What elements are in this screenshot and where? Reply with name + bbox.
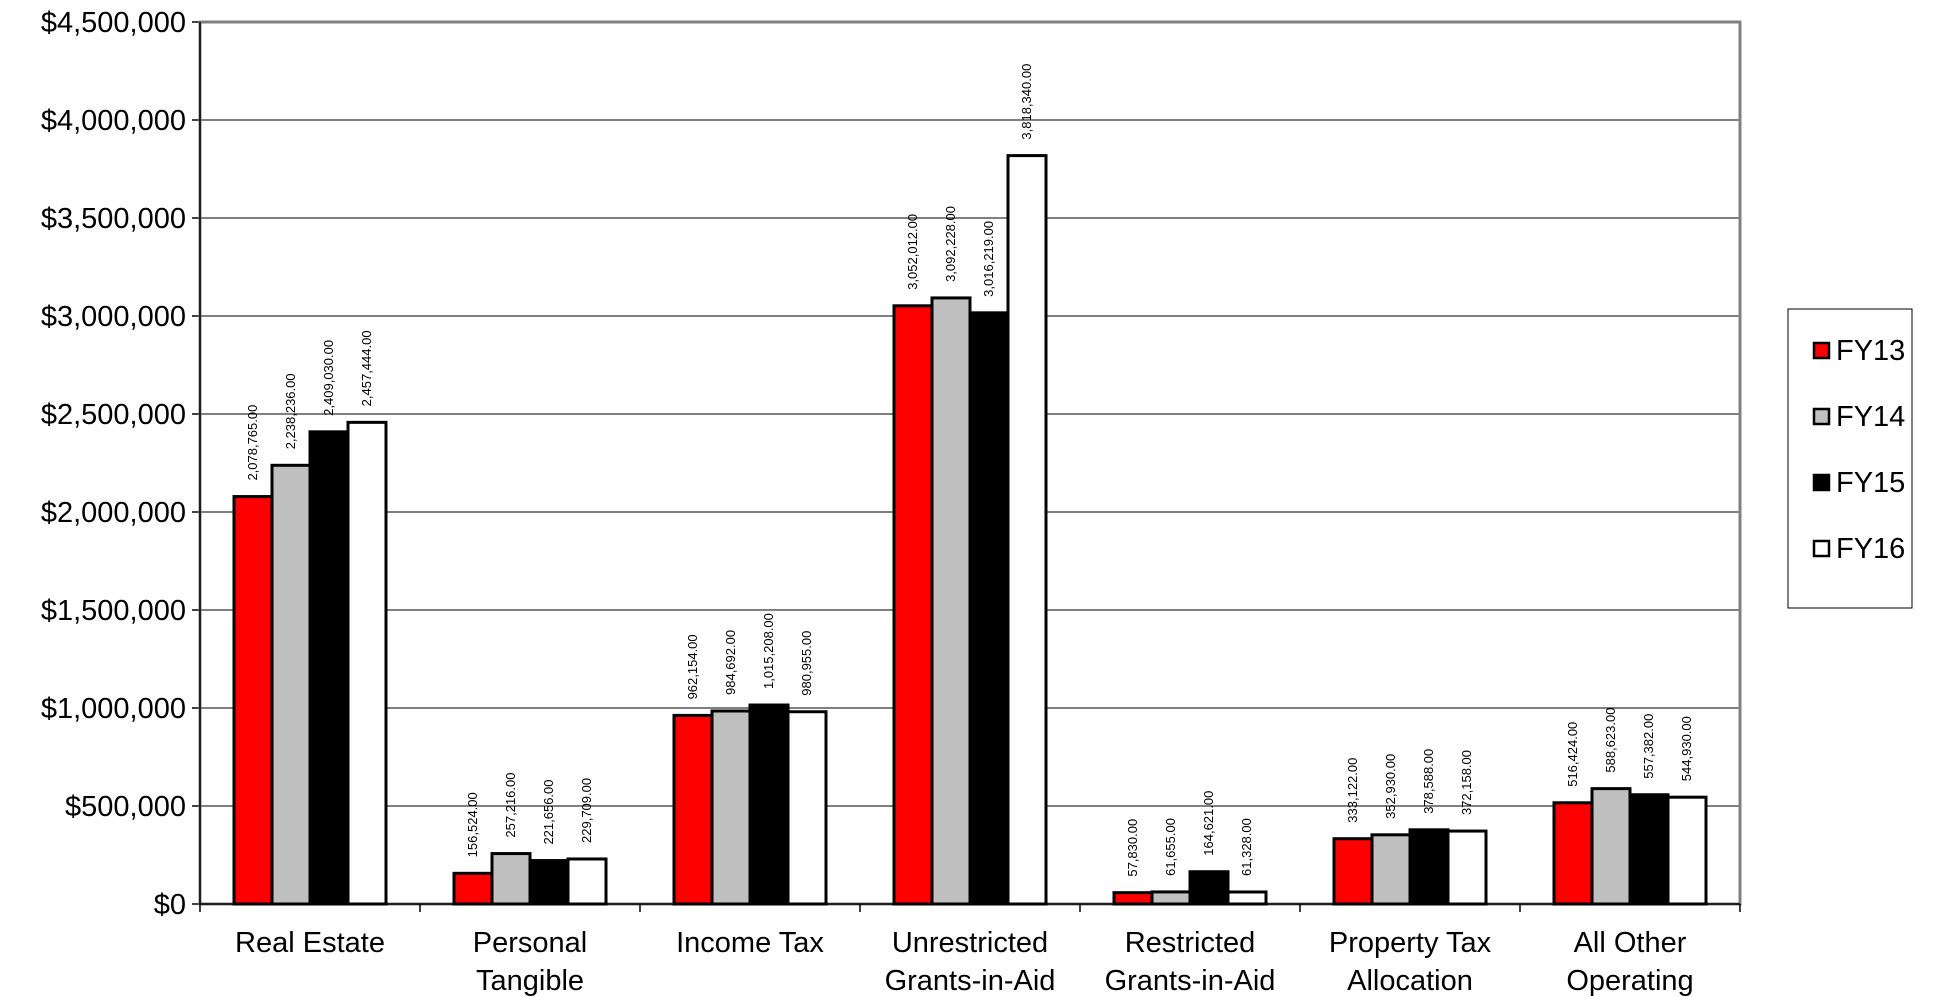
data-label: 3,092,228.00 bbox=[943, 206, 958, 282]
data-labels: 2,078,765.00 2,238,236.00 2,409,030.00 2,45… bbox=[245, 64, 1694, 877]
data-label: 2,238,236.00 bbox=[283, 373, 298, 449]
bar-fy14-0 bbox=[270, 463, 312, 906]
x-tick-label: Unrestricted Grants-in-Aid bbox=[885, 927, 1056, 997]
data-label: 1,015,208.00 bbox=[761, 613, 776, 689]
legend-label-fy14: FY14 bbox=[1836, 401, 1905, 433]
data-label: 257,216.00 bbox=[503, 773, 518, 838]
bar-fy15-6 bbox=[1628, 793, 1670, 906]
bar-fy14-2 bbox=[710, 709, 752, 906]
data-label: 3,818,340.00 bbox=[1019, 64, 1034, 140]
bar-fy15-3 bbox=[968, 311, 1010, 906]
legend-swatch-fy16 bbox=[1812, 539, 1831, 558]
data-label: 57,830.00 bbox=[1125, 819, 1140, 877]
data-label: 544,930.00 bbox=[1679, 716, 1694, 781]
data-label: 164,621.00 bbox=[1201, 791, 1216, 856]
x-tick-label: Restricted Grants-in-Aid bbox=[1105, 927, 1276, 997]
bar-fy13-6 bbox=[1552, 801, 1594, 906]
y-tick-label: $0 bbox=[154, 889, 186, 921]
bar-fy13-5 bbox=[1332, 837, 1374, 906]
bar-fy15-1 bbox=[528, 859, 570, 906]
data-label: 229,709.00 bbox=[579, 778, 594, 843]
bar-fy16-3 bbox=[1006, 154, 1048, 906]
legend: FY13 FY14 FY15 FY16 bbox=[1787, 308, 1913, 609]
bar-fy15-5 bbox=[1408, 828, 1450, 906]
y-tick-label: $3,500,000 bbox=[41, 203, 186, 235]
legend-swatch-fy15 bbox=[1812, 473, 1831, 492]
bar-fy15-0 bbox=[308, 430, 350, 906]
x-tick-label: Personal Tangible bbox=[473, 927, 587, 997]
bar-fy13-1 bbox=[452, 871, 494, 906]
data-label: 2,078,765.00 bbox=[245, 405, 260, 481]
bar-fy13-4 bbox=[1112, 891, 1154, 906]
bar-fy16-0 bbox=[346, 420, 388, 906]
data-label: 2,457,444.00 bbox=[359, 330, 374, 406]
data-label: 378,588.00 bbox=[1421, 749, 1436, 814]
x-tick-label: All Other Operating bbox=[1566, 927, 1693, 997]
bar-fy16-6 bbox=[1666, 795, 1708, 906]
x-tick-label: Income Tax bbox=[676, 927, 824, 959]
y-tick-label: $2,000,000 bbox=[41, 497, 186, 529]
data-label: 352,930.00 bbox=[1383, 754, 1398, 819]
data-label: 2,409,030.00 bbox=[321, 340, 336, 416]
data-label: 372,158.00 bbox=[1459, 750, 1474, 815]
data-label: 962,154.00 bbox=[685, 634, 700, 699]
data-label: 3,016,219.00 bbox=[981, 221, 996, 297]
data-label: 984,692.00 bbox=[723, 630, 738, 695]
bar-fy15-2 bbox=[748, 703, 790, 906]
legend-label-fy13: FY13 bbox=[1836, 335, 1905, 367]
bar-fy13-3 bbox=[892, 304, 934, 906]
bar-fy14-1 bbox=[490, 852, 532, 906]
bar-fy14-3 bbox=[930, 296, 972, 906]
bar-fy13-0 bbox=[232, 495, 274, 906]
data-label: 61,655.00 bbox=[1163, 818, 1178, 876]
data-label: 333,122.00 bbox=[1345, 758, 1360, 823]
bar-fy14-5 bbox=[1370, 833, 1412, 906]
y-tick-label: $1,500,000 bbox=[41, 595, 186, 627]
data-label: 588,623.00 bbox=[1603, 708, 1618, 773]
data-label: 221,656.00 bbox=[541, 779, 556, 844]
y-tick-label: $3,000,000 bbox=[41, 301, 186, 333]
data-label: 516,424.00 bbox=[1565, 722, 1580, 787]
data-label: 557,382.00 bbox=[1641, 714, 1656, 779]
data-label: 61,328.00 bbox=[1239, 818, 1254, 876]
bars bbox=[232, 154, 1708, 906]
x-tick-label: Real Estate bbox=[235, 927, 385, 959]
bar-fy13-2 bbox=[672, 713, 714, 906]
legend-swatch-fy14 bbox=[1812, 407, 1831, 426]
bar-fy14-6 bbox=[1590, 787, 1632, 906]
bar-fy16-5 bbox=[1446, 829, 1488, 906]
y-tick-label: $4,500,000 bbox=[41, 7, 186, 39]
legend-label-fy15: FY15 bbox=[1836, 467, 1905, 499]
legend-label-fy16: FY16 bbox=[1836, 533, 1905, 565]
bar-fy16-2 bbox=[786, 710, 828, 906]
data-label: 156,524.00 bbox=[465, 792, 480, 857]
bar-fy15-4 bbox=[1188, 870, 1230, 906]
bar-fy14-4 bbox=[1150, 890, 1192, 906]
legend-box bbox=[1787, 308, 1913, 609]
bar-fy16-4 bbox=[1226, 890, 1268, 906]
legend-swatch-fy13 bbox=[1812, 341, 1831, 360]
data-label: 980,955.00 bbox=[799, 631, 814, 696]
x-tick-label: Property Tax Allocation bbox=[1329, 927, 1492, 997]
bar-fy16-1 bbox=[566, 857, 608, 906]
data-label: 3,052,012.00 bbox=[905, 214, 920, 290]
y-tick-label: $1,000,000 bbox=[41, 693, 186, 725]
y-tick-label: $4,000,000 bbox=[41, 105, 186, 137]
y-tick-label: $500,000 bbox=[65, 791, 186, 823]
y-tick-label: $2,500,000 bbox=[41, 399, 186, 431]
